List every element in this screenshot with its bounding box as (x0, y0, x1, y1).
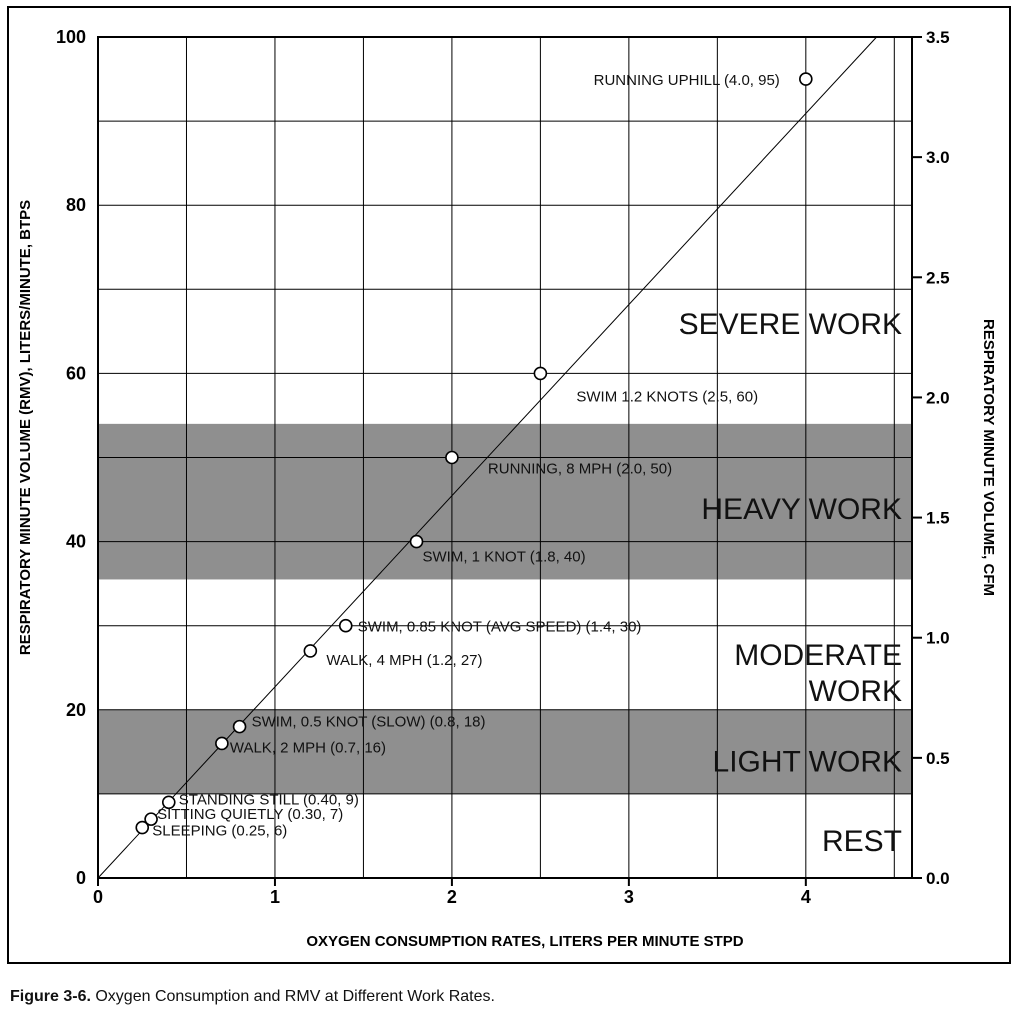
data-point-label: SLEEPING (0.25, 6) (152, 823, 287, 840)
figure-caption-text: Oxygen Consumption and RMV at Different … (95, 988, 495, 1005)
data-point-label: RUNNING, 8 MPH (2.0, 50) (488, 461, 672, 478)
x-axis-label: OXYGEN CONSUMPTION RATES, LITERS PER MIN… (306, 933, 743, 950)
x-tick-label: 0 (93, 887, 103, 907)
work-bands (98, 423, 912, 794)
grid-lines (98, 37, 912, 878)
data-point-label: SWIM, 0.5 KNOT (SLOW) (0.8, 18) (252, 714, 486, 731)
y-tick-label: 100 (56, 27, 86, 47)
y2-axis-label: RESPIRATORY MINUTE VOLUME, CFM (980, 319, 997, 596)
region-label: REST (822, 825, 902, 858)
plot-area-border (97, 36, 913, 879)
region-label: SEVERE WORK (679, 308, 902, 341)
x-tick-label: 2 (447, 887, 457, 907)
y2-tick-label: 0.5 (926, 749, 950, 768)
data-point-label: WALK, 4 MPH (1.2, 27) (326, 652, 482, 669)
data-point-label: SWIM, 1 KNOT (1.8, 40) (423, 549, 586, 566)
data-point (161, 795, 176, 810)
data-point (409, 534, 424, 549)
y2-tick-label: 3.0 (926, 148, 950, 167)
region-label: MODERATE (734, 639, 902, 672)
y-tick-label: 20 (66, 700, 86, 720)
figure-frame (7, 6, 1011, 964)
y-tick-label: 60 (66, 363, 86, 383)
data-point (232, 719, 247, 734)
figure-number: Figure 3-6. (10, 988, 91, 1005)
y2-tick-label: 2.5 (926, 268, 950, 287)
data-point (144, 812, 158, 826)
data-point-label: SWIM, 0.85 KNOT (AVG SPEED) (1.4, 30) (358, 619, 642, 636)
y2-tick-label: 3.5 (926, 28, 950, 47)
data-point-label: WALK, 2 MPH (0.7, 16) (230, 739, 386, 756)
x-tick-label: 3 (624, 887, 634, 907)
data-points: SLEEPING (0.25, 6)SITTING QUIETLY (0.30,… (135, 72, 813, 840)
region-label: LIGHT WORK (713, 745, 902, 778)
data-point-label: STANDING STILL (0.40, 9) (179, 791, 359, 808)
y-axis-label: RESPIRATORY MINUTE VOLUME (RMV), LITERS/… (17, 200, 34, 655)
axis-ticks: 0 1 2 3 40204060801000.00.51.01.52.02.53.03.… (56, 27, 950, 907)
region-label: HEAVY WORK (701, 493, 902, 526)
oxygen-rmv-chart: 0 1 2 3 40204060801000.00.51.01.52.02.53.03.… (17, 27, 997, 950)
data-point (135, 820, 150, 835)
y2-tick-label: 0.0 (926, 869, 950, 888)
band-heavy-work (98, 423, 912, 580)
x-tick-label: 4 (801, 887, 811, 907)
data-point (338, 618, 353, 633)
y-tick-label: 0 (76, 868, 86, 888)
data-point (445, 450, 459, 465)
y-tick-label: 40 (66, 532, 86, 552)
x-tick-label: 1 (270, 887, 280, 907)
y2-tick-label: 2.0 (926, 388, 950, 407)
y2-tick-label: 1.5 (926, 509, 950, 528)
region-label: WORK (809, 675, 902, 708)
data-point (303, 644, 318, 658)
reference-line (97, 36, 877, 879)
data-point (215, 736, 229, 751)
figure-caption: Figure 3-6. Oxygen Consumption and RMV a… (10, 988, 495, 1006)
data-point (799, 72, 813, 86)
y2-tick-label: 1.0 (926, 629, 950, 648)
data-point-label: SITTING QUIETLY (0.30, 7) (157, 806, 343, 823)
y-tick-label: 80 (66, 195, 86, 215)
data-point-label: RUNNING UPHILL (4.0, 95) (594, 72, 780, 89)
data-point-label: SWIM 1.2 KNOTS (2.5, 60) (576, 388, 758, 405)
data-point (533, 366, 548, 381)
